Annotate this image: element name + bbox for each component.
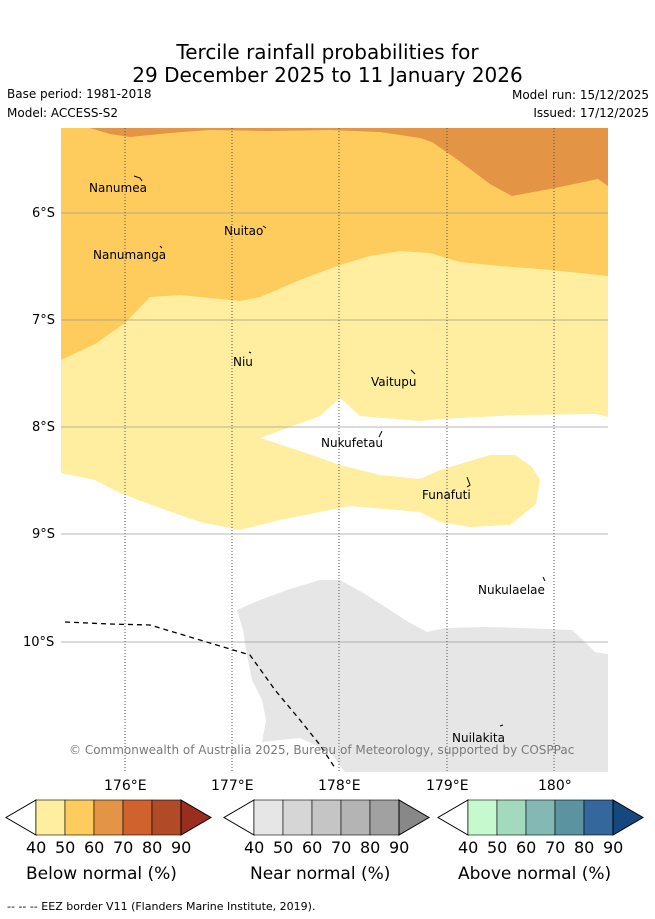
- near-tick-90: 90: [389, 838, 410, 857]
- near-tick-40: 40: [244, 838, 265, 857]
- lat-label-7s: 7°S: [32, 313, 56, 328]
- lon-label-176e: 176°E: [104, 778, 147, 794]
- above-tick-90: 90: [603, 838, 624, 857]
- island-label-funafuti: Funafuti: [422, 488, 471, 502]
- issued-date: Issued: 17/12/2025: [533, 106, 649, 120]
- eez-legend: -- -- -- EEZ border V11 (Flanders Marine…: [7, 900, 316, 913]
- lat-label-10s: 10°S: [23, 635, 55, 650]
- near-tick-60: 60: [302, 838, 323, 857]
- lon-label-180: 180°: [538, 778, 572, 794]
- island-label-vaitupu: Vaitupu: [371, 375, 417, 389]
- colorbar-right-extension: [180, 799, 212, 836]
- above-tick-50: 50: [487, 838, 508, 857]
- island-label-nukufetau: Nukufetau: [321, 436, 384, 450]
- below-tick-50: 50: [55, 838, 76, 857]
- near-normal-colorbar: [223, 799, 430, 836]
- colorbar-left-extension: [223, 799, 255, 836]
- title-line-1: Tercile rainfall probabilities for: [176, 40, 479, 64]
- lat-label-6s: 6°S: [32, 206, 56, 221]
- colorbar-swatch: [525, 799, 556, 836]
- near-normal-area: [237, 580, 608, 772]
- above-tick-70: 70: [545, 838, 566, 857]
- below-normal-colorbar: [5, 799, 212, 836]
- eez-border: [64, 621, 336, 769]
- colorbar-swatch: [496, 799, 527, 836]
- island-label-niu: Niu: [233, 355, 253, 369]
- lon-label-179e: 179°E: [426, 778, 469, 794]
- colorbar-swatch: [93, 799, 124, 836]
- colorbar-swatch: [311, 799, 342, 836]
- above-normal-label: Above normal (%): [458, 864, 612, 884]
- above-tick-80: 80: [574, 838, 595, 857]
- colorbar-right-extension: [398, 799, 430, 836]
- colorbars: [5, 799, 644, 836]
- model-name: Model: ACCESS-S2: [7, 106, 119, 120]
- above-tick-40: 40: [458, 838, 479, 857]
- colorbar-swatch: [151, 799, 182, 836]
- colorbar-swatch: [122, 799, 153, 836]
- above-tick-60: 60: [516, 838, 537, 857]
- lon-label-178e: 178°E: [318, 778, 361, 794]
- longitude-grid: [124, 128, 555, 772]
- island-label-nuitao: Nuitao: [224, 224, 264, 238]
- below-tick-40: 40: [26, 838, 47, 857]
- below-tick-60: 60: [84, 838, 105, 857]
- near-normal-label: Near normal (%): [250, 864, 391, 884]
- near-tick-50: 50: [273, 838, 294, 857]
- below-normal-label: Below normal (%): [26, 864, 177, 884]
- colorbar-left-extension: [437, 799, 469, 836]
- above-normal-colorbar: [437, 799, 644, 836]
- near-tick-80: 80: [360, 838, 381, 857]
- model-run: Model run: 15/12/2025: [511, 88, 649, 102]
- colorbar-swatch: [253, 799, 284, 836]
- colorbar-left-extension: [5, 799, 37, 836]
- lat-label-8s: 8°S: [32, 420, 56, 435]
- colorbar-swatch: [282, 799, 313, 836]
- colorbar-swatch: [467, 799, 498, 836]
- island-shapes: [133, 175, 546, 727]
- below-tick-70: 70: [113, 838, 134, 857]
- title-line-2: 29 December 2025 to 11 January 2026: [132, 63, 523, 87]
- colorbar-right-extension: [612, 799, 644, 836]
- below-tick-90: 90: [171, 838, 192, 857]
- island-label-nanumea: Nanumea: [89, 181, 147, 195]
- island-label-nukulaelae: Nukulaelae: [478, 583, 545, 597]
- island-label-nanumanga: Nanumanga: [93, 248, 167, 262]
- lon-label-177e: 177°E: [211, 778, 254, 794]
- near-tick-70: 70: [331, 838, 352, 857]
- colorbar-swatch: [583, 799, 614, 836]
- below-tick-80: 80: [142, 838, 163, 857]
- latitude-grid: [61, 212, 608, 643]
- colorbar-swatch: [64, 799, 95, 836]
- lat-label-9s: 9°S: [32, 527, 56, 542]
- colorbar-swatch: [369, 799, 400, 836]
- island-label-nuilakita: Nuilakita: [452, 731, 505, 745]
- below-normal-70-area: [90, 128, 608, 196]
- copyright-notice: © Commonwealth of Australia 2025, Bureau…: [69, 743, 575, 757]
- colorbar-swatch: [554, 799, 585, 836]
- colorbar-swatch: [340, 799, 371, 836]
- colorbar-swatch: [35, 799, 66, 836]
- base-period: Base period: 1981-2018: [7, 87, 152, 101]
- below-normal-60-area: [61, 128, 608, 360]
